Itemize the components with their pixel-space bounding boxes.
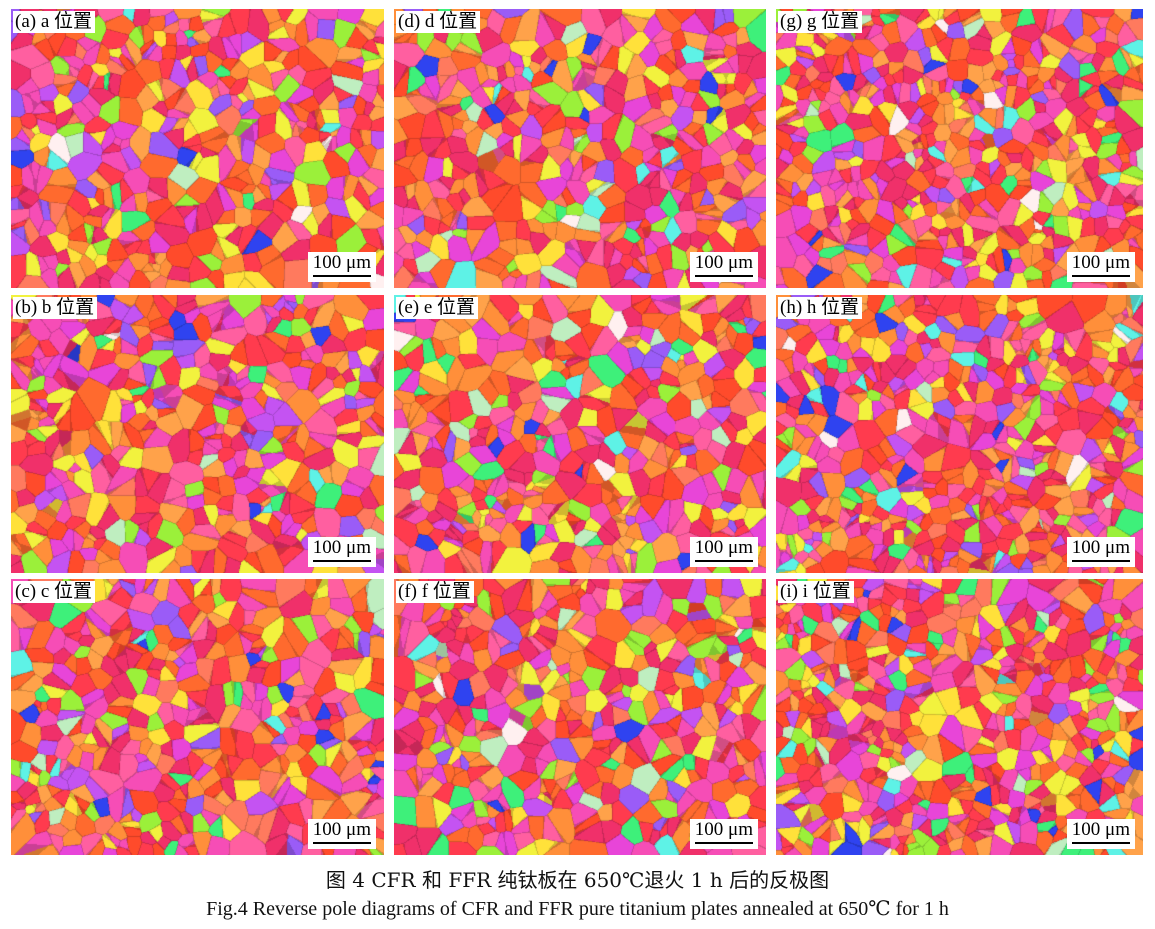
ipf-panel-a: (a) a 位置 100 μm	[11, 9, 384, 288]
panel-label: (h) h 位置	[778, 297, 863, 319]
figure-caption-chinese: 图 4 CFR 和 FFR 纯钛板在 650℃退火 1 h 后的反极图	[325, 868, 830, 892]
scale-line	[312, 842, 371, 844]
scale-line	[312, 560, 371, 562]
scale-line	[694, 560, 753, 562]
scale-label: 100 μm	[1071, 252, 1130, 273]
panel-label: (c) c 位置	[13, 581, 96, 603]
scale-line	[694, 275, 753, 277]
scale-bar: 100 μm	[307, 537, 376, 567]
figure-grid: (a) a 位置 100 μm (d) d 位置 100 μm (g) g 位置…	[11, 9, 1143, 855]
grain-map	[776, 295, 1143, 573]
grain-map	[11, 295, 384, 573]
scale-line	[1071, 842, 1130, 844]
grain-map	[394, 579, 766, 855]
scale-label: 100 μm	[312, 819, 371, 840]
panel-label: (i) i 位置	[778, 581, 854, 603]
panel-label: (g) g 位置	[778, 11, 863, 33]
ipf-panel-c: (c) c 位置 100 μm	[11, 579, 384, 855]
panel-label: (f) f 位置	[396, 581, 474, 603]
scale-label: 100 μm	[312, 252, 371, 273]
scale-bar: 100 μm	[1066, 819, 1135, 849]
scale-bar: 100 μm	[689, 252, 758, 282]
scale-bar: 100 μm	[307, 252, 376, 282]
grain-map	[776, 579, 1143, 855]
scale-line	[1071, 560, 1130, 562]
ipf-panel-d: (d) d 位置 100 μm	[394, 9, 766, 288]
scale-label: 100 μm	[694, 252, 753, 273]
grain-map	[776, 9, 1143, 288]
scale-bar: 100 μm	[689, 819, 758, 849]
panel-label: (a) a 位置	[13, 11, 96, 33]
scale-line	[312, 275, 371, 277]
ipf-panel-g: (g) g 位置 100 μm	[776, 9, 1143, 288]
scale-line	[1071, 275, 1130, 277]
ipf-panel-h: (h) h 位置 100 μm	[776, 295, 1143, 573]
scale-bar: 100 μm	[1066, 252, 1135, 282]
ipf-panel-e: (e) e 位置 100 μm	[394, 295, 766, 573]
ipf-panel-i: (i) i 位置 100 μm	[776, 579, 1143, 855]
scale-line	[694, 842, 753, 844]
scale-bar: 100 μm	[307, 819, 376, 849]
scale-bar: 100 μm	[689, 537, 758, 567]
scale-label: 100 μm	[694, 537, 753, 558]
ipf-panel-f: (f) f 位置 100 μm	[394, 579, 766, 855]
grain-map	[394, 295, 766, 573]
panel-label: (d) d 位置	[396, 11, 481, 33]
scale-label: 100 μm	[312, 537, 371, 558]
figure-caption-english: Fig.4 Reverse pole diagrams of CFR and F…	[206, 898, 949, 920]
ipf-panel-b: (b) b 位置 100 μm	[11, 295, 384, 573]
scale-bar: 100 μm	[1066, 537, 1135, 567]
scale-label: 100 μm	[694, 819, 753, 840]
grain-map	[394, 9, 766, 288]
grain-map	[11, 9, 384, 288]
scale-label: 100 μm	[1071, 537, 1130, 558]
panel-label: (b) b 位置	[13, 297, 98, 319]
panel-label: (e) e 位置	[396, 297, 479, 319]
grain-map	[11, 579, 384, 855]
scale-label: 100 μm	[1071, 819, 1130, 840]
